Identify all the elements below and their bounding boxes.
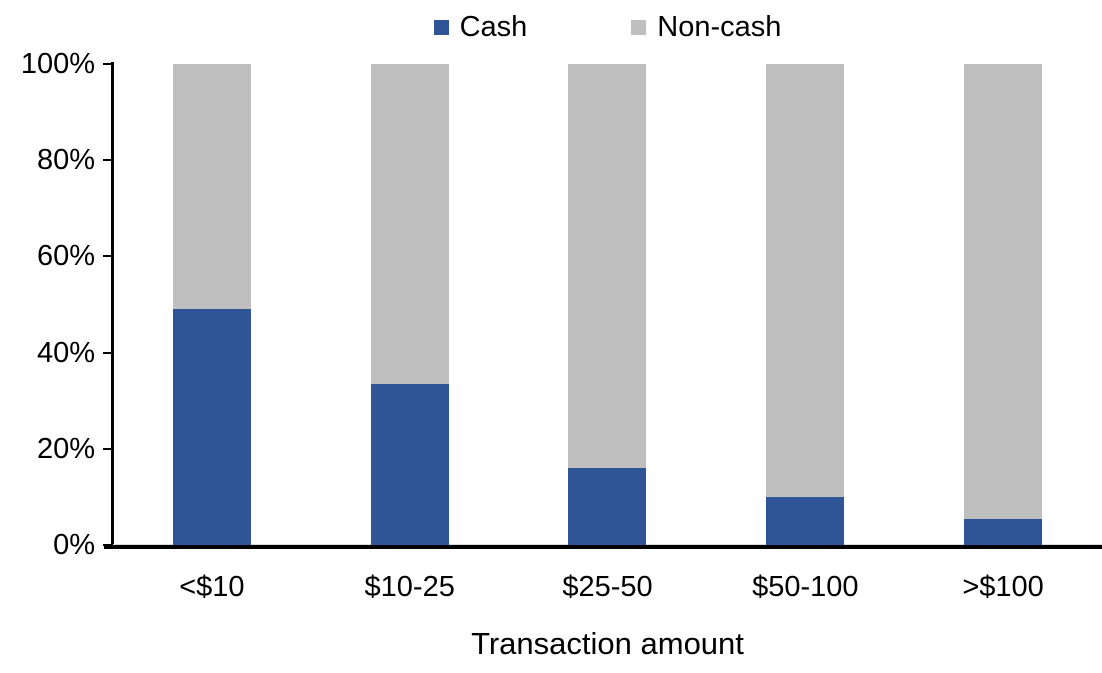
x-tick-label-50-100: $50-100	[752, 571, 859, 603]
y-tick-label: 60%	[36, 240, 95, 273]
plot-area	[113, 64, 1102, 545]
stacked-bar	[172, 64, 251, 545]
y-tick-mark	[103, 447, 113, 450]
x-axis-line	[104, 545, 1102, 549]
legend-swatch-icon	[433, 19, 449, 35]
y-tick-label: 20%	[36, 432, 95, 465]
bar-column-10	[113, 64, 311, 545]
x-tick-label-25-50: $25-50	[562, 571, 653, 603]
bar-segment-cash	[370, 383, 449, 545]
bar-segment-non-cash	[964, 64, 1043, 519]
x-tick-label-100: >$100	[962, 571, 1044, 603]
y-axis-line	[111, 62, 114, 547]
bar-segment-cash	[964, 518, 1043, 545]
y-tick-mark	[103, 255, 113, 258]
stacked-bar	[766, 64, 845, 545]
x-axis-title: Transaction amount	[471, 626, 744, 661]
y-tick-mark	[103, 63, 113, 65]
y-tick-label: 40%	[36, 336, 95, 369]
y-tick-label: 100%	[20, 48, 95, 80]
legend-label: Non-cash	[657, 11, 782, 43]
legend-item-non-cash: Non-cash	[631, 10, 781, 44]
y-tick-mark	[103, 351, 113, 354]
x-tick-labels: <$10 $10-25 $25-50 $50-100 >$100	[113, 570, 1102, 604]
stacked-bar	[370, 64, 449, 545]
bar-column-100	[904, 64, 1102, 545]
y-tick-label: 0%	[53, 529, 95, 561]
x-tick-label-10-25: $10-25	[364, 571, 455, 603]
legend-label: Cash	[459, 11, 528, 43]
bar-column-10-25	[311, 64, 509, 545]
legend-item-cash: Cash	[433, 10, 528, 44]
stacked-bar	[964, 64, 1043, 545]
bars-container	[113, 64, 1102, 545]
bar-segment-non-cash	[568, 64, 647, 469]
y-tick-label: 80%	[36, 144, 95, 177]
bar-segment-cash	[766, 496, 845, 545]
legend-swatch-icon	[631, 19, 647, 35]
stacked-bar	[568, 64, 647, 545]
bar-segment-non-cash	[172, 64, 251, 310]
x-tick-label-10: <$10	[179, 571, 245, 603]
bar-segment-non-cash	[766, 64, 845, 497]
bar-column-50-100	[706, 64, 904, 545]
bar-segment-cash	[568, 468, 647, 545]
legend: Cash Non-cash	[113, 10, 1102, 44]
bar-column-25-50	[509, 64, 707, 545]
bar-segment-cash	[172, 309, 251, 545]
y-tick-mark	[103, 159, 113, 162]
bar-segment-non-cash	[370, 64, 449, 384]
